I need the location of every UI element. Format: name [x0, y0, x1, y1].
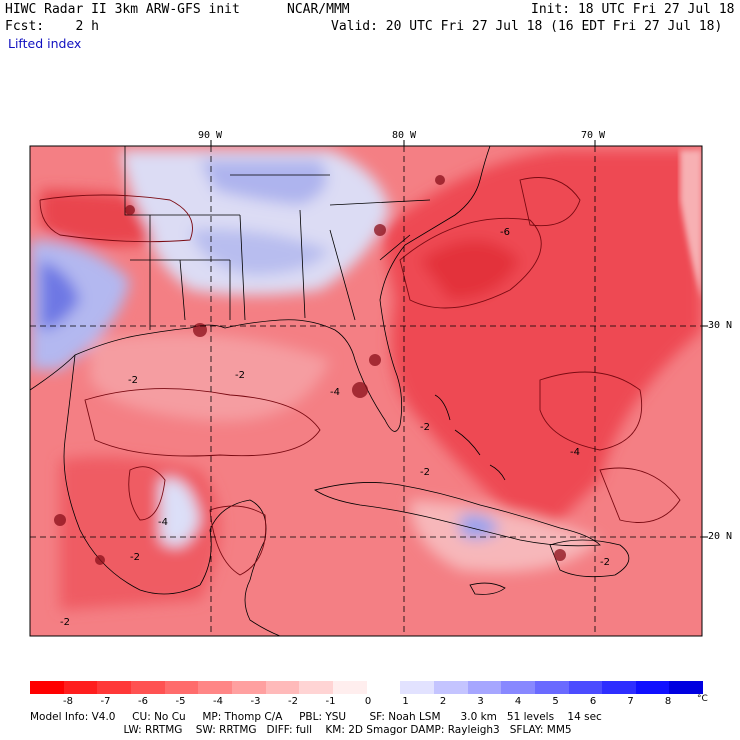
init-time: Init: 18 UTC Fri 27 Jul 18 — [531, 2, 735, 17]
colorbar-cell — [265, 681, 300, 694]
colorbar-unit: °C — [697, 694, 708, 704]
colorbar-tick-label: 6 — [589, 696, 597, 707]
bahamas-outline — [434, 394, 506, 481]
contour-line — [599, 467, 681, 523]
colorbar-cell — [467, 681, 502, 694]
west-stable-core — [40, 260, 80, 330]
colorbar-cell — [198, 681, 232, 694]
lon-label-80w: 80 W — [392, 130, 417, 141]
mexico-coast — [63, 354, 201, 595]
convective-cell — [374, 224, 386, 236]
colorbar-cell — [332, 681, 367, 694]
colorbar-cell — [299, 681, 333, 694]
convective-cell — [352, 382, 368, 398]
east-light-fringe — [680, 150, 702, 300]
contour-line — [39, 194, 193, 243]
contour-value-label: -4 — [330, 387, 340, 398]
contour-value-label: -2 — [420, 422, 430, 433]
hispaniola-outline — [549, 539, 630, 578]
convective-cell — [54, 514, 66, 526]
lon-label-70w: 70 W — [581, 130, 606, 141]
colorbar-tick-label: 4 — [514, 696, 522, 707]
valid-time: Valid: 20 UTC Fri 27 Jul 18 (16 EDT Fri … — [331, 19, 723, 34]
convective-cell — [95, 555, 105, 565]
colorbar-tick-label: -3 — [250, 696, 261, 707]
cuba-outline — [314, 482, 601, 547]
contour-line — [128, 466, 166, 521]
colorbar-tick-label: -6 — [138, 696, 148, 707]
colorbar-cell — [669, 681, 704, 694]
colorbar — [30, 681, 704, 694]
contour-value-label: -2 — [130, 552, 140, 563]
state-borders — [124, 146, 431, 330]
contour-line — [539, 371, 643, 451]
gulf-lighter-zone — [90, 333, 330, 422]
colorbar-cell — [164, 681, 199, 694]
stable-core-south — [190, 229, 330, 275]
model-info-line1: Model Info: V4.0 CU: No Cu MP: Thomp C/A… — [30, 711, 602, 723]
field-name: Lifted index — [8, 36, 82, 51]
contour-value-label: -6 — [500, 227, 510, 238]
convective-cell — [435, 175, 445, 185]
colorbar-tick-label: -4 — [213, 696, 223, 707]
colorbar-tick-label: 0 — [364, 696, 372, 707]
colorbar-tick-label: 8 — [664, 696, 672, 707]
contour-value-label: -2 — [600, 557, 610, 568]
convective-cell — [554, 549, 566, 561]
colorbar-tick-label: -1 — [325, 696, 336, 707]
colorbar-tick-label: -8 — [63, 696, 73, 707]
convective-cell — [193, 323, 207, 337]
contour-line — [519, 177, 581, 227]
contour-value-label: -2 — [60, 617, 70, 628]
lat-label-20n: 20 N — [708, 531, 733, 542]
convective-cell — [125, 205, 135, 215]
model-title: HIWC Radar II 3km ARW-GFS init — [5, 2, 240, 17]
colorbar-cell — [534, 681, 569, 694]
contour-value-label: -2 — [420, 467, 430, 478]
contour-line — [399, 217, 542, 309]
lon-label-90w: 90 W — [198, 130, 223, 141]
jamaica-outline — [469, 582, 506, 595]
colorbar-cell — [568, 681, 603, 694]
colorbar-cell — [366, 681, 401, 694]
colorbar-cell — [130, 681, 165, 694]
colorbar-cell — [30, 681, 64, 694]
colorbar-tick-label: 5 — [552, 696, 559, 707]
contour-line — [209, 505, 267, 576]
colorbar-tick-label: -2 — [288, 696, 298, 707]
lat-label-30n: 30 N — [708, 320, 733, 331]
forecast-hour: Fcst: 2 h — [5, 19, 99, 34]
colorbar-tick-label: -5 — [175, 696, 186, 707]
colorbar-cell — [97, 681, 131, 694]
contour-value-label: -4 — [158, 517, 168, 528]
convective-cell — [369, 354, 381, 366]
colorbar-cell — [400, 681, 434, 694]
colorbar-tick-label: 2 — [439, 696, 447, 707]
contour-line — [84, 388, 321, 457]
colorbar-cell — [501, 681, 535, 694]
colorbar-tick-label: 3 — [477, 696, 484, 707]
colorbar-cell — [63, 681, 98, 694]
organization-label: NCAR/MMM — [287, 2, 350, 17]
colorbar-cell — [602, 681, 636, 694]
colorbar-cell — [231, 681, 266, 694]
colorbar-tick-label: 7 — [627, 696, 634, 707]
colorbar-tick-label: 1 — [402, 696, 409, 707]
colorbar-cell — [433, 681, 468, 694]
stable-core-north — [200, 160, 327, 205]
yucatan-stable-spot — [160, 478, 200, 547]
map-frame — [29, 145, 703, 637]
contour-value-label: -2 — [128, 375, 138, 386]
colorbar-cell — [635, 681, 670, 694]
model-info-line2: LW: RRTMG SW: RRTMG DIFF: full KM: 2D Sm… — [30, 724, 572, 736]
contour-value-label: -4 — [570, 447, 580, 458]
contour-value-label: -2 — [235, 370, 245, 381]
unstable-core — [420, 240, 520, 300]
colorbar-tick-label: -7 — [100, 696, 111, 707]
